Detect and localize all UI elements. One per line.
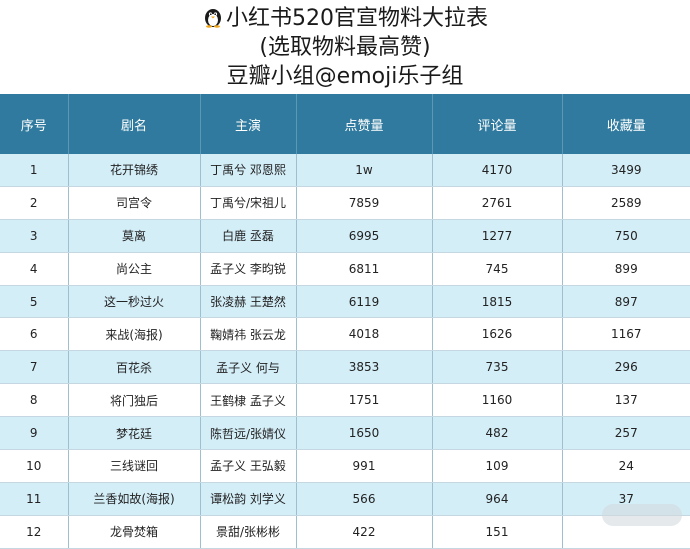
cell-title: 司宫令 [68, 186, 201, 220]
cell-index: 1 [0, 154, 69, 187]
table-row: 5 这一秒过火 张凌赫 王楚然 6119 1815 897 [0, 285, 690, 319]
cell-comments: 109 [432, 449, 563, 483]
cell-index: 2 [0, 186, 69, 220]
cell-index: 9 [0, 416, 69, 451]
cell-title: 来战(海报) [68, 317, 201, 352]
cell-title: 尚公主 [68, 252, 201, 286]
cell-saves: 2589 [562, 186, 690, 220]
cell-comments: 745 [432, 252, 563, 286]
table-row: 9 梦花廷 陈哲远/张婧仪 1650 482 257 [0, 416, 690, 451]
cell-saves: 899 [562, 252, 690, 286]
table-row: 12 龙骨焚箱 景甜/张彬彬 422 151 [0, 515, 690, 549]
cell-title: 莫离 [68, 219, 201, 253]
cell-likes: 1751 [296, 383, 433, 418]
cell-cast: 白鹿 丞磊 [200, 219, 297, 253]
header-cell-likes: 点赞量 [296, 94, 433, 154]
weibo-watermark [602, 504, 682, 526]
cell-title: 兰香如故(海报) [68, 482, 201, 516]
cell-index: 7 [0, 350, 69, 385]
cell-index: 6 [0, 317, 69, 352]
data-table: 序号 剧名 主演 点赞量 评论量 收藏量 1 花开锦绣 丁禹兮 邓恩熙 1w 4170 3… [0, 94, 690, 549]
cell-index: 11 [0, 482, 69, 516]
cell-comments: 482 [432, 416, 563, 451]
cell-comments: 1815 [432, 285, 563, 319]
title-line-1: 小红书520官宣物料大拉表 [0, 0, 690, 33]
title-text-1: 小红书520官宣物料大拉表 [226, 6, 488, 31]
cell-cast: 孟子义 何与 [200, 350, 297, 385]
cell-title: 将门独后 [68, 383, 201, 418]
cell-index: 10 [0, 449, 69, 483]
header-cell-saves: 收藏量 [562, 94, 690, 154]
cell-likes: 3853 [296, 350, 433, 385]
cell-likes: 422 [296, 515, 433, 549]
cell-comments: 964 [432, 482, 563, 516]
cell-cast: 张凌赫 王楚然 [200, 285, 297, 319]
cell-index: 4 [0, 252, 69, 286]
cell-saves: 257 [562, 416, 690, 451]
cell-saves: 137 [562, 383, 690, 418]
cell-cast: 孟子义 王弘毅 [200, 449, 297, 483]
table-header-row: 序号 剧名 主演 点赞量 评论量 收藏量 [0, 94, 690, 154]
cell-cast: 谭松韵 刘学义 [200, 482, 297, 516]
cell-comments: 151 [432, 515, 563, 549]
cell-likes: 1650 [296, 416, 433, 451]
cell-comments: 1626 [432, 317, 563, 352]
title-line-2: (选取物料最高赞) [259, 35, 431, 60]
cell-index: 12 [0, 515, 69, 549]
cell-saves: 3499 [562, 154, 690, 187]
cell-title: 三线谜回 [68, 449, 201, 483]
cell-likes: 6995 [296, 219, 433, 253]
cell-comments: 735 [432, 350, 563, 385]
cell-saves: 750 [562, 219, 690, 253]
cell-cast: 陈哲远/张婧仪 [200, 416, 297, 451]
cell-saves: 1167 [562, 317, 690, 352]
cell-comments: 1160 [432, 383, 563, 418]
table-row: 7 百花杀 孟子义 何与 3853 735 296 [0, 350, 690, 385]
cell-title: 百花杀 [68, 350, 201, 385]
header-cell-index: 序号 [0, 94, 69, 154]
table-row: 11 兰香如故(海报) 谭松韵 刘学义 566 964 37 [0, 482, 690, 516]
table-row: 3 莫离 白鹿 丞磊 6995 1277 750 [0, 219, 690, 253]
cell-title: 龙骨焚箱 [68, 515, 201, 549]
cell-saves: 296 [562, 350, 690, 385]
cell-title: 梦花廷 [68, 416, 201, 451]
cell-cast: 丁禹兮/宋祖儿 [200, 186, 297, 220]
cell-index: 8 [0, 383, 69, 418]
header-cell-cast: 主演 [200, 94, 297, 154]
page-header: 小红书520官宣物料大拉表 (选取物料最高赞) 豆瓣小组@emoji乐子组 [0, 0, 690, 94]
header-cell-title: 剧名 [68, 94, 201, 154]
cell-title: 这一秒过火 [68, 285, 201, 319]
cell-saves: 897 [562, 285, 690, 319]
cell-likes: 566 [296, 482, 433, 516]
cell-title: 花开锦绣 [68, 154, 201, 187]
title-line-3: 豆瓣小组@emoji乐子组 [226, 64, 464, 89]
cell-saves: 24 [562, 449, 690, 483]
cell-cast: 鞠婧祎 张云龙 [200, 317, 297, 352]
table-row: 6 来战(海报) 鞠婧祎 张云龙 4018 1626 1167 [0, 317, 690, 352]
cell-comments: 1277 [432, 219, 563, 253]
cell-comments: 2761 [432, 186, 563, 220]
cell-index: 5 [0, 285, 69, 319]
header-cell-comments: 评论量 [432, 94, 563, 154]
cell-likes: 991 [296, 449, 433, 483]
cell-cast: 孟子义 李昀锐 [200, 252, 297, 286]
cell-cast: 王鹤棣 孟子义 [200, 383, 297, 418]
cell-likes: 4018 [296, 317, 433, 352]
table-row: 2 司宫令 丁禹兮/宋祖儿 7859 2761 2589 [0, 186, 690, 220]
cell-likes: 7859 [296, 186, 433, 220]
cell-comments: 4170 [432, 154, 563, 187]
table-row: 1 花开锦绣 丁禹兮 邓恩熙 1w 4170 3499 [0, 154, 690, 187]
penguin-icon [202, 6, 224, 28]
table-row: 8 将门独后 王鹤棣 孟子义 1751 1160 137 [0, 383, 690, 418]
table-row: 4 尚公主 孟子义 李昀锐 6811 745 899 [0, 252, 690, 286]
cell-cast: 丁禹兮 邓恩熙 [200, 154, 297, 187]
cell-likes: 6811 [296, 252, 433, 286]
cell-likes: 1w [296, 154, 433, 187]
table-row: 10 三线谜回 孟子义 王弘毅 991 109 24 [0, 449, 690, 483]
cell-likes: 6119 [296, 285, 433, 319]
cell-cast: 景甜/张彬彬 [200, 515, 297, 549]
cell-index: 3 [0, 219, 69, 253]
